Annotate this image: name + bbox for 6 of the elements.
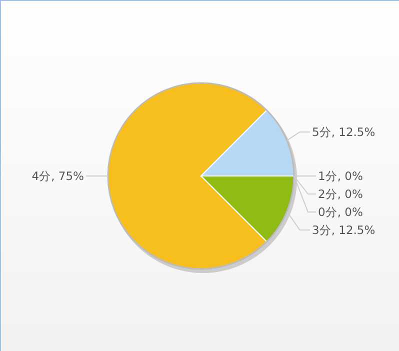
slice-label: 4分, 75%	[32, 169, 84, 183]
category-label: 0分, 0%	[318, 205, 363, 219]
slice-label: 3分, 12.5%	[312, 223, 376, 237]
category-label: 2分, 0%	[318, 187, 363, 201]
slice-label: 5分, 12.5%	[312, 124, 376, 139]
legend-label: 1分, 0%	[318, 169, 363, 183]
